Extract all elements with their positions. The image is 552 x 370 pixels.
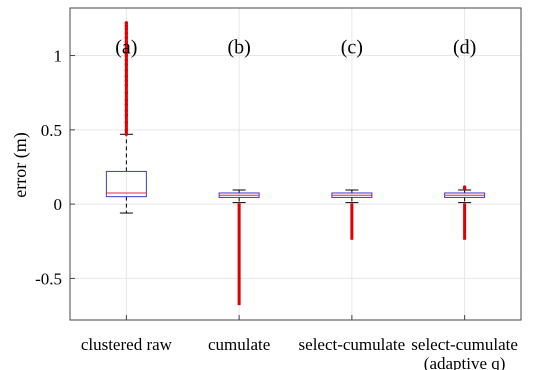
box-group: (d) [444, 37, 486, 240]
x-tick-label: cumulate [208, 335, 270, 354]
outlier-point [124, 79, 129, 83]
x-tick-label: select-cumulate [299, 335, 406, 354]
outlier-point [124, 132, 129, 136]
iqr-box [105, 170, 147, 198]
outlier-point [124, 120, 129, 125]
outlier-point [124, 90, 129, 95]
outlier-point [124, 113, 129, 117]
x-tick-label: clustered raw [81, 335, 173, 354]
y-tick-label: 0 [54, 195, 63, 214]
x-axis-tick-labels: clustered raw cumulate select-cumulate sele… [81, 335, 518, 370]
panel-label: (d) [453, 37, 476, 59]
outlier-point [124, 44, 129, 49]
outlier-point [124, 40, 129, 44]
box-group: (c) [331, 37, 373, 240]
outlier-point [124, 21, 129, 25]
outlier-point [124, 102, 129, 107]
plot-area-frame [69, 7, 522, 321]
outlier-point [124, 49, 129, 53]
panel-label: (b) [227, 37, 250, 59]
outlier-point [124, 74, 129, 79]
outlier-point [124, 62, 129, 67]
y-axis-ticks: -0.5 0 0.5 1 [35, 47, 75, 288]
outlier-point [124, 98, 129, 102]
outlier-point [124, 108, 129, 113]
x-tick-label: select-cumulate [411, 335, 518, 354]
outlier-point [124, 83, 129, 87]
outlier-point [124, 68, 129, 73]
box-groups: (a) (b) (c) (d) [105, 21, 486, 306]
outlier-point [124, 27, 129, 31]
y-tick-label: 1 [54, 47, 63, 66]
outlier-point [124, 24, 129, 28]
box-group: (b) [218, 37, 260, 306]
outlier-point [124, 36, 129, 40]
outlier-point [124, 58, 129, 62]
box-group: (a) [105, 21, 147, 214]
y-tick-label: 0.5 [41, 121, 62, 140]
outlier-point [124, 31, 129, 35]
outlier-point [124, 53, 129, 58]
panel-label: (a) [115, 37, 137, 59]
x-tick-label: (adaptive q) [424, 354, 506, 370]
y-axis-label: error (m) [10, 132, 31, 197]
y-tick-label: -0.5 [35, 269, 62, 288]
outlier-point [462, 185, 467, 189]
panel-label: (c) [341, 37, 363, 59]
outlier-point [124, 128, 129, 132]
